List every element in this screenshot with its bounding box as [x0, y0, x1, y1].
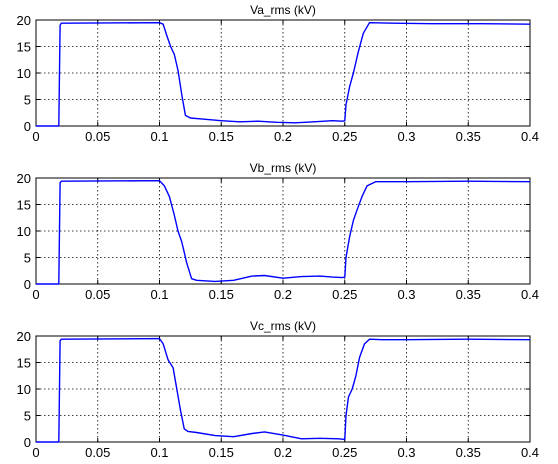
y-tick-label: 0: [24, 277, 31, 292]
y-tick-label: 15: [17, 198, 31, 213]
x-tick-label: 0.35: [456, 287, 481, 302]
series-line-1: [36, 179, 531, 285]
series-line-1: [36, 337, 531, 443]
series-line-1: [36, 22, 531, 127]
x-tick-label: 0: [32, 445, 39, 460]
chart-panel-1: 0 0.05 0.1 0.15 0.2 0.25 0.3 0.35 0.4 0 5 10 15 20 Va_…: [17, 3, 540, 144]
x-tick-label: 0.35: [456, 445, 481, 460]
x-tick-label: 0: [32, 287, 39, 302]
chart-title: Vc_rms (kV): [250, 319, 316, 333]
x-tick-label: 0.4: [521, 445, 539, 460]
y-tick-label: 5: [24, 409, 31, 424]
y-tick-label: 15: [17, 40, 31, 55]
x-tick-label: 0.3: [397, 287, 415, 302]
y-tick-label: 10: [17, 382, 31, 397]
x-tick-label: 0.2: [274, 287, 292, 302]
y-tick-label: 0: [24, 435, 31, 450]
x-tick-label: 0.25: [332, 445, 357, 460]
y-tick-label: 5: [24, 251, 31, 266]
x-tick-label: 0.35: [456, 129, 481, 144]
y-tick-label: 5: [24, 93, 31, 108]
x-tick-label: 0.15: [209, 445, 234, 460]
x-tick-label: 0.05: [85, 287, 110, 302]
chart-title: Vb_rms (kV): [250, 161, 317, 175]
x-tick-label: 0.05: [85, 445, 110, 460]
x-tick-label: 0.25: [332, 129, 357, 144]
x-tick-label: 0.15: [209, 129, 234, 144]
y-tick-label: 20: [17, 171, 31, 186]
x-tick-label: 0.3: [397, 445, 415, 460]
y-tick-label: 10: [17, 224, 31, 239]
x-tick-label: 0.05: [85, 129, 110, 144]
y-tick-label: 15: [17, 356, 31, 371]
chart-title: Va_rms (kV): [250, 3, 316, 17]
x-tick-label: 0: [32, 129, 39, 144]
x-tick-label: 0.2: [274, 129, 292, 144]
x-tick-label: 0.1: [150, 287, 168, 302]
x-tick-label: 0.1: [150, 445, 168, 460]
y-tick-label: 0: [24, 119, 31, 134]
x-tick-label: 0.3: [397, 129, 415, 144]
x-tick-label: 0.25: [332, 287, 357, 302]
x-tick-label: 0.2: [274, 445, 292, 460]
x-tick-label: 0.1: [150, 129, 168, 144]
y-tick-label: 20: [17, 329, 31, 344]
x-tick-label: 0.4: [521, 129, 539, 144]
chart-panel-3: 0 0.05 0.1 0.15 0.2 0.25 0.3 0.35 0.4 0 5 10 15 20 Vc_…: [17, 319, 540, 460]
y-tick-label: 20: [17, 13, 31, 28]
y-tick-label: 10: [17, 66, 31, 81]
chart-panel-2: 0 0.05 0.1 0.15 0.2 0.25 0.3 0.35 0.4 0 5 10 15 20 Vb_…: [17, 161, 540, 302]
x-tick-label: 0.4: [521, 287, 539, 302]
x-tick-label: 0.15: [209, 287, 234, 302]
